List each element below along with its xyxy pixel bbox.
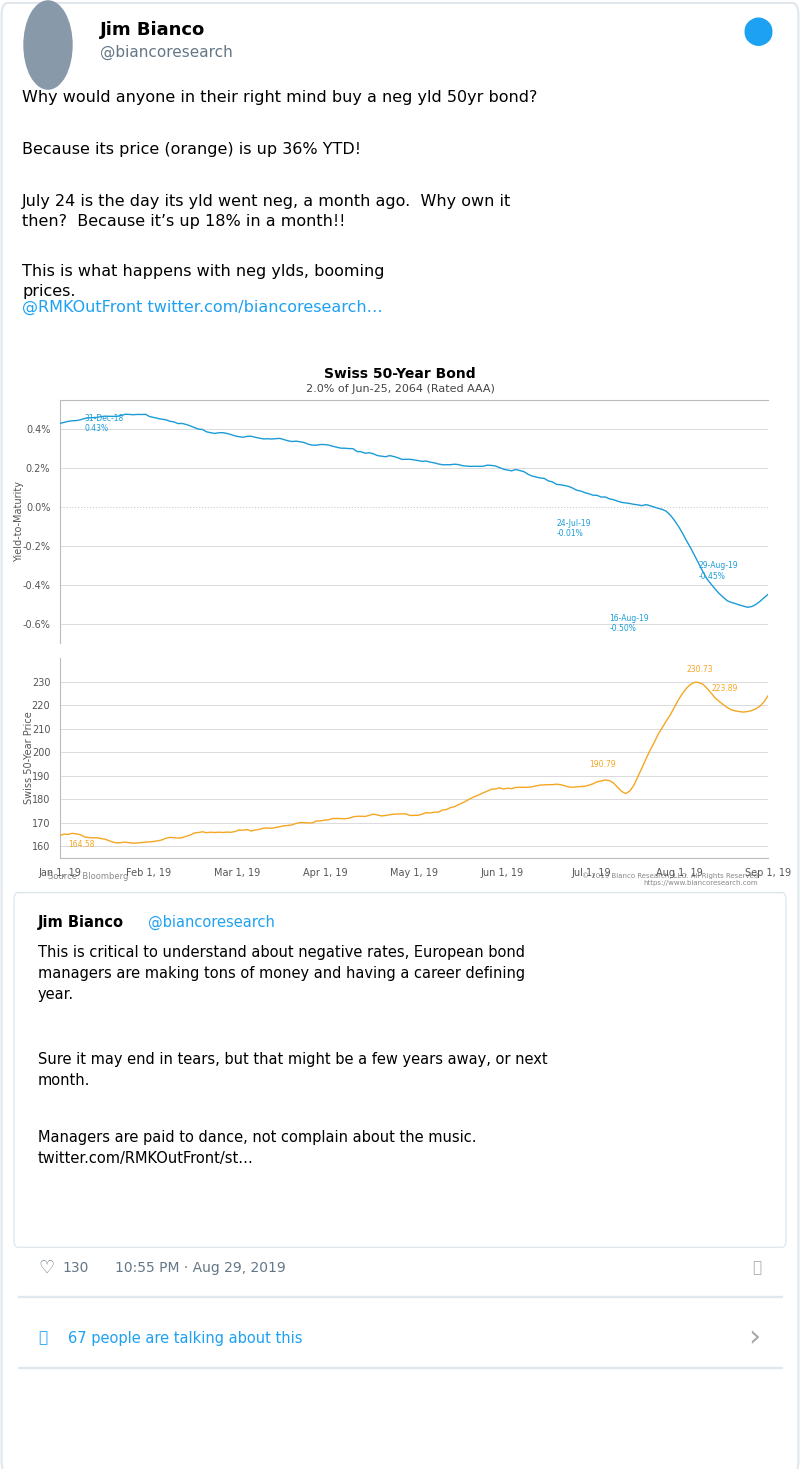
Text: Jim Bianco: Jim Bianco [100, 21, 206, 40]
Text: 10:55 PM · Aug 29, 2019: 10:55 PM · Aug 29, 2019 [115, 1260, 286, 1275]
Bar [18, 1296, 782, 1297]
Text: 🐦: 🐦 [752, 22, 764, 41]
Text: Sure it may end in tears, but that might be a few years away, or next
month.: Sure it may end in tears, but that might… [38, 1052, 548, 1089]
Circle shape [24, 1, 72, 90]
Text: @biancoresearch: @biancoresearch [148, 914, 275, 930]
Text: © 2019 Bianco Research, LLC. All Rights Reserved
https://www.biancoresearch.com: © 2019 Bianco Research, LLC. All Rights … [582, 873, 758, 886]
Text: 230.73: 230.73 [686, 665, 714, 674]
Text: ♡: ♡ [38, 1259, 54, 1277]
Bar [18, 1366, 782, 1368]
Text: 31-Dec-18
0.43%: 31-Dec-18 0.43% [85, 414, 124, 433]
Text: 164.58: 164.58 [68, 840, 94, 849]
Text: Jim Bianco: Jim Bianco [38, 915, 124, 930]
Y-axis label: Swiss 50-Year Price: Swiss 50-Year Price [24, 711, 34, 805]
Text: ›: › [748, 1324, 760, 1353]
Text: Why would anyone in their right mind buy a neg yld 50yr bond?: Why would anyone in their right mind buy… [22, 90, 538, 104]
Text: July 24 is the day its yld went neg, a month ago.  Why own it
then?  Because it’: July 24 is the day its yld went neg, a m… [22, 194, 511, 229]
Text: 29-Aug-19
-0.45%: 29-Aug-19 -0.45% [699, 561, 738, 580]
Text: ⬤: ⬤ [742, 18, 774, 46]
Text: Source: Bloomberg: Source: Bloomberg [48, 873, 128, 881]
FancyBboxPatch shape [14, 893, 786, 1247]
Text: This is critical to understand about negative rates, European bond
managers are : This is critical to understand about neg… [38, 945, 525, 1002]
Text: 223.89: 223.89 [711, 685, 738, 693]
Text: Swiss 50-Year Bond: Swiss 50-Year Bond [324, 367, 476, 380]
Y-axis label: Yield-to-Maturity: Yield-to-Maturity [14, 480, 25, 563]
Text: 16-Aug-19
-0.50%: 16-Aug-19 -0.50% [610, 614, 649, 633]
Text: 💬: 💬 [38, 1331, 47, 1346]
Text: Managers are paid to dance, not complain about the music.
twitter.com/RMKOutFron: Managers are paid to dance, not complain… [38, 1130, 477, 1166]
Text: 130: 130 [62, 1260, 88, 1275]
Text: This is what happens with neg ylds, booming
prices.: This is what happens with neg ylds, boom… [22, 264, 385, 298]
Text: 67 people are talking about this: 67 people are talking about this [68, 1331, 302, 1346]
Text: ⓘ: ⓘ [752, 1260, 761, 1275]
FancyBboxPatch shape [2, 3, 798, 1469]
Text: 2.0% of Jun-25, 2064 (Rated AAA): 2.0% of Jun-25, 2064 (Rated AAA) [306, 383, 494, 394]
Text: @biancoresearch: @biancoresearch [100, 44, 233, 60]
Text: 24-Jul-19
-0.01%: 24-Jul-19 -0.01% [557, 519, 591, 538]
Text: Because its price (orange) is up 36% YTD!: Because its price (orange) is up 36% YTD… [22, 142, 361, 157]
Text: @RMKOutFront twitter.com/biancoresearch…: @RMKOutFront twitter.com/biancoresearch… [22, 300, 382, 316]
Text: 190.79: 190.79 [589, 759, 615, 768]
